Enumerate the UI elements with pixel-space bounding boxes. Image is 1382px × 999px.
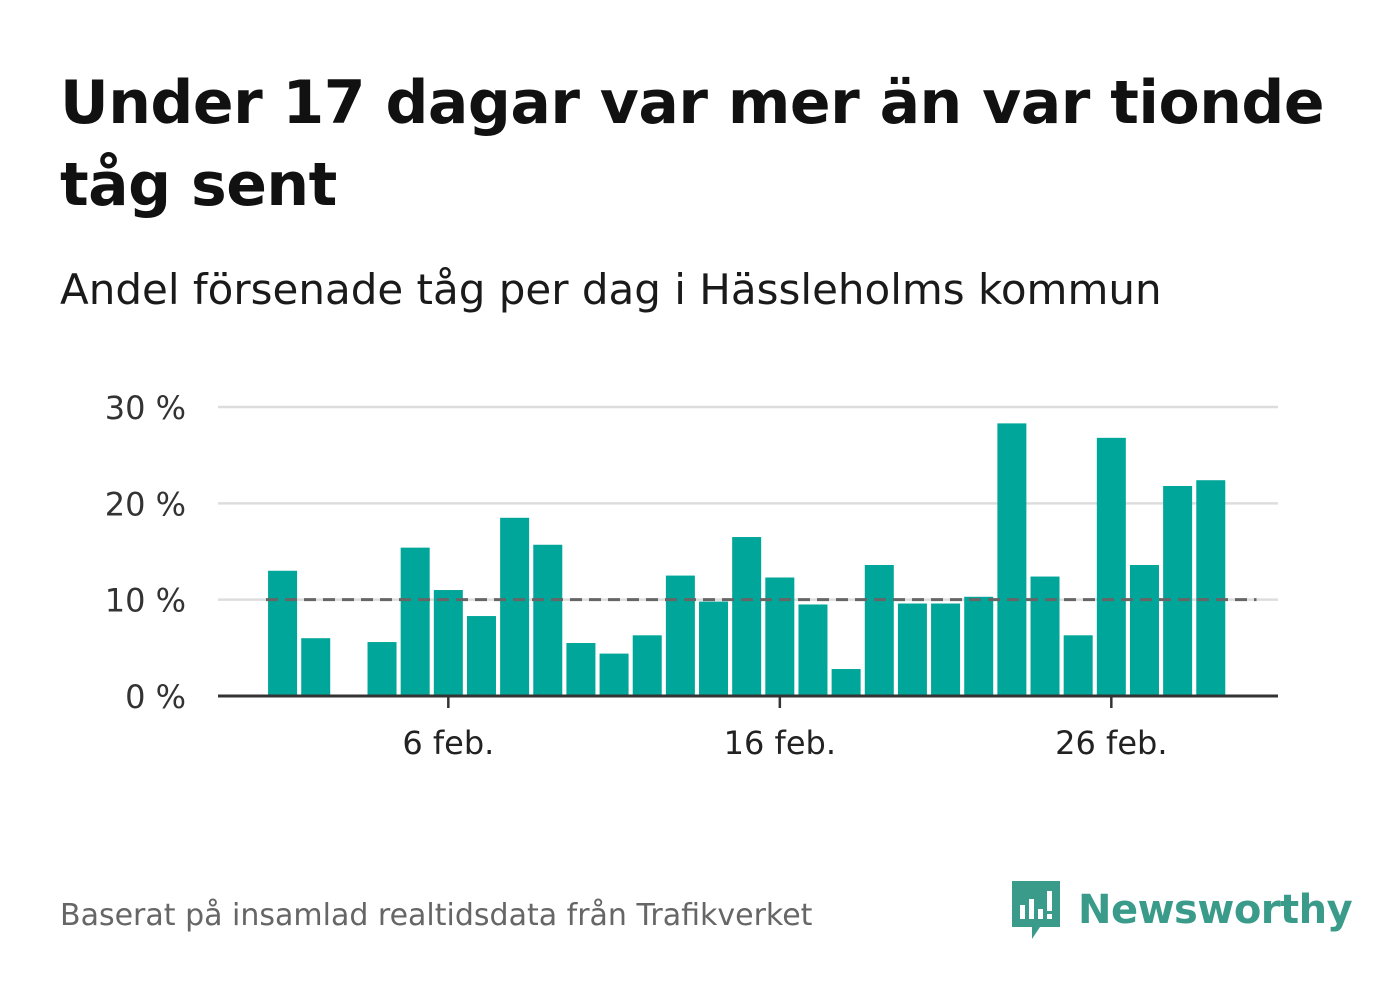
bar [1129,564,1159,696]
bar [1063,635,1093,696]
bar [864,564,894,696]
bar [599,653,629,696]
bar [268,570,298,696]
bar [466,616,496,696]
bar [665,575,695,696]
bar [964,596,994,696]
bar [367,642,397,696]
bar [1196,480,1226,696]
y-tick-label: 30 % [105,389,186,427]
y-tick-label: 10 % [105,582,186,620]
bar [632,635,662,696]
bar [732,537,762,696]
bar [301,638,331,696]
bar [931,603,961,696]
bar [400,547,430,696]
chart-title: Under 17 dagar var mer än var tionde tåg… [60,68,1325,220]
source-note: Baserat på insamlad realtidsdata från Tr… [60,898,813,933]
chart-subtitle: Andel försenade tåg per dag i Hässleholm… [60,265,1162,314]
newsworthy-logo-icon [1012,881,1060,939]
x-tick-label: 6 feb. [402,724,494,762]
bar [765,577,795,696]
bar [997,423,1027,696]
bar [1096,437,1126,696]
bar [897,603,927,696]
y-tick-label: 20 % [105,485,186,523]
x-tick-label: 26 feb. [1055,724,1167,762]
bar [566,643,596,696]
bar [433,590,463,696]
bar [798,604,828,696]
bar [533,544,563,696]
newsworthy-logo: Newsworthy [1010,878,1353,942]
x-tick-label: 16 feb. [724,724,836,762]
bar [500,517,530,696]
bar [1030,576,1060,696]
bar-chart: 0 % 10 % 20 % 30 % 6 feb. 16 feb. 26 feb. [105,389,1278,762]
brand-name: Newsworthy [1078,887,1353,933]
bar [699,601,729,696]
bar [1163,485,1193,696]
y-tick-label: 0 % [125,678,186,716]
bar [831,669,861,696]
